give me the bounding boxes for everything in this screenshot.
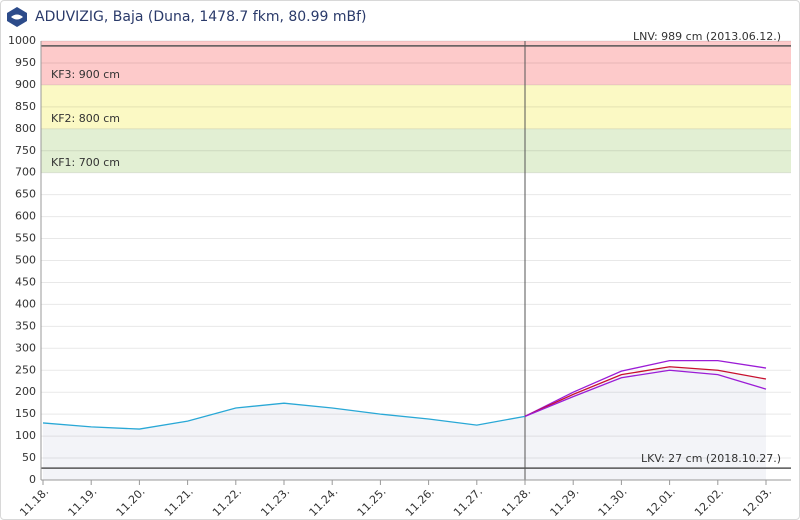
area-shade	[525, 366, 766, 480]
y-tick-label: 850	[15, 100, 36, 113]
header-icon	[7, 7, 27, 27]
threshold-zone	[41, 84, 791, 129]
zone-label: KF2: 800 cm	[51, 112, 120, 125]
y-tick-label: 500	[15, 254, 36, 267]
y-tick-label: 200	[15, 385, 36, 398]
x-tick-label: 11.22.	[210, 485, 244, 519]
y-tick-label: 800	[15, 122, 36, 135]
x-tick-label: 11.20.	[114, 485, 148, 519]
y-tick-label: 300	[15, 341, 36, 354]
y-tick-label: 350	[15, 319, 36, 332]
y-tick-label: 250	[15, 363, 36, 376]
x-tick-label: 11.27.	[451, 485, 485, 519]
x-tick-label: 12.01.	[644, 485, 678, 519]
x-tick-label: 11.23.	[258, 485, 292, 519]
reference-label: LKV: 27 cm (2018.10.27.)	[641, 452, 781, 465]
series-line	[42, 402, 526, 430]
series-line	[524, 359, 767, 417]
y-tick-label: 400	[15, 297, 36, 310]
area-shade	[43, 403, 525, 480]
y-tick-label: 650	[15, 188, 36, 201]
zone-label: KF1: 700 cm	[51, 156, 120, 169]
y-tick-label: 750	[15, 144, 36, 157]
x-tick-label: 11.18.	[17, 485, 51, 519]
threshold-zone	[41, 128, 791, 173]
y-tick-label: 0	[29, 473, 36, 486]
series-line	[524, 369, 767, 417]
x-tick-label: 11.21.	[162, 485, 196, 519]
y-tick-label: 50	[22, 451, 36, 464]
y-tick-label: 450	[15, 275, 36, 288]
x-tick-label: 12.02.	[692, 485, 726, 519]
y-tick-label: 600	[15, 210, 36, 223]
series-line	[524, 366, 767, 417]
reference-label: LNV: 989 cm (2013.06.12.)	[633, 30, 781, 43]
x-tick-label: 12.03.	[740, 485, 774, 519]
x-tick-label: 11.24.	[307, 485, 341, 519]
x-tick-label: 11.28.	[499, 485, 533, 519]
x-tick-label: 11.29.	[548, 485, 582, 519]
y-tick-label: 900	[15, 78, 36, 91]
y-tick-label: 550	[15, 232, 36, 245]
x-tick-label: 11.26.	[403, 485, 437, 519]
y-tick-label: 150	[15, 407, 36, 420]
y-tick-label: 950	[15, 56, 36, 69]
x-tick-label: 11.25.	[355, 485, 389, 519]
y-tick-label: 700	[15, 166, 36, 179]
threshold-zone	[41, 41, 791, 85]
chart-title: ADUVIZIG, Baja (Duna, 1478.7 fkm, 80.99 …	[35, 9, 367, 25]
x-tick-label: 11.30.	[596, 485, 630, 519]
y-tick-label: 1000	[8, 34, 36, 47]
x-tick-label: 11.19.	[66, 485, 100, 519]
zone-label: KF3: 900 cm	[51, 68, 120, 81]
y-tick-label: 100	[15, 429, 36, 442]
